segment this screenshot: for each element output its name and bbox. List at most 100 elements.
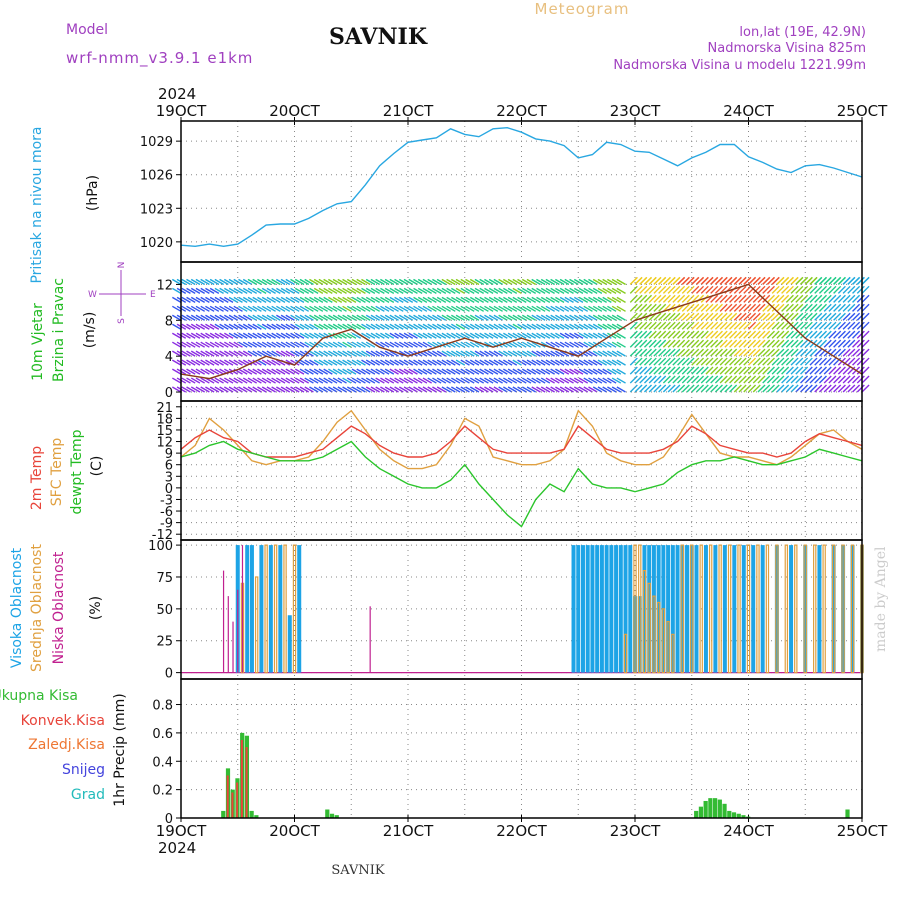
wind-barb bbox=[597, 359, 607, 366]
wind-barb bbox=[583, 314, 593, 321]
wind-barb bbox=[413, 278, 423, 286]
wind-barb bbox=[762, 384, 771, 393]
wind-barb bbox=[719, 276, 728, 285]
wind-barb bbox=[795, 384, 804, 393]
wind-barb bbox=[233, 350, 243, 357]
wind-barb bbox=[639, 384, 648, 393]
wind-barb bbox=[493, 386, 503, 393]
total-precip-bar bbox=[249, 810, 254, 818]
wind-barb bbox=[795, 285, 804, 294]
wind-barb bbox=[648, 330, 657, 339]
wind-barb bbox=[852, 294, 861, 303]
wind-barb bbox=[299, 368, 310, 375]
wind-barb bbox=[837, 321, 846, 330]
wind-barb bbox=[861, 357, 870, 366]
wind-barb bbox=[238, 386, 248, 393]
wind-barb bbox=[861, 384, 870, 393]
wind-barb bbox=[847, 303, 856, 312]
wind-barb bbox=[413, 377, 423, 384]
wind-barb bbox=[531, 314, 541, 321]
wind-barb bbox=[474, 296, 485, 303]
wind-barb bbox=[564, 296, 574, 303]
wind-barb bbox=[710, 276, 719, 285]
wind-barb bbox=[653, 294, 662, 303]
wind-barb bbox=[422, 287, 432, 294]
wind-barb bbox=[667, 375, 676, 384]
wind-barb bbox=[695, 366, 705, 375]
wind-barb bbox=[776, 285, 785, 294]
precip-legend-total: Ukupna Kisa bbox=[0, 688, 78, 704]
wind-barb bbox=[427, 278, 437, 286]
y-tick-label: 12 bbox=[156, 436, 173, 451]
wind-barb bbox=[242, 278, 253, 286]
wind-barb bbox=[488, 359, 499, 366]
wind-barb bbox=[361, 296, 371, 303]
wind-barb bbox=[611, 314, 622, 321]
wind-barb bbox=[771, 276, 780, 285]
mid-cloud-bar bbox=[642, 570, 647, 674]
high-cloud-bar bbox=[841, 545, 846, 673]
y-tick-label: 0 bbox=[165, 812, 173, 827]
cloud-ylabel-2: Srednja Oblacnost bbox=[29, 544, 45, 672]
wind-barb bbox=[714, 330, 723, 339]
wind-barb bbox=[653, 276, 662, 285]
wind-barb bbox=[545, 377, 555, 384]
wind-barb bbox=[611, 323, 622, 330]
wind-barb bbox=[446, 368, 456, 375]
wind-barb bbox=[299, 278, 310, 286]
wind-barb bbox=[337, 368, 347, 375]
wind-barb bbox=[611, 368, 622, 375]
wind-barb bbox=[224, 350, 234, 357]
wind-barb bbox=[752, 348, 761, 357]
wind-barb bbox=[323, 314, 333, 321]
wind-barb bbox=[837, 348, 846, 357]
wind-barb bbox=[828, 357, 837, 366]
wind-barb bbox=[710, 339, 719, 348]
wind-barb bbox=[436, 341, 447, 348]
wind-barb bbox=[257, 359, 267, 366]
wind-barb bbox=[337, 305, 347, 312]
wind-barb bbox=[337, 341, 347, 348]
altitude-label: Nadmorska Visina 825m bbox=[708, 41, 867, 56]
wind-barb bbox=[814, 375, 823, 384]
wind-barb bbox=[681, 303, 690, 312]
wind-barb bbox=[818, 384, 828, 393]
high-cloud-bar bbox=[774, 545, 779, 673]
wind-barb bbox=[427, 314, 437, 321]
wind-barb bbox=[653, 339, 662, 348]
wind-barb bbox=[380, 296, 390, 303]
wind-barb bbox=[370, 323, 380, 330]
wind-barb bbox=[408, 314, 418, 321]
wind-barb bbox=[705, 321, 714, 330]
wind-barb bbox=[346, 305, 357, 312]
wind-barb bbox=[733, 375, 742, 384]
wind-barb bbox=[247, 386, 258, 393]
wind-barb bbox=[677, 321, 686, 330]
coords-label: lon,lat (19E, 42.9N) bbox=[739, 25, 866, 40]
wind-barb bbox=[790, 348, 799, 357]
wind-barb bbox=[719, 312, 728, 321]
wind-barb bbox=[323, 368, 333, 375]
wind-barb bbox=[214, 359, 224, 366]
wind-barb bbox=[375, 332, 385, 339]
wind-barb bbox=[545, 305, 555, 312]
wind-barb bbox=[719, 357, 728, 366]
wind-barb bbox=[781, 303, 790, 312]
wind-barb bbox=[309, 386, 319, 393]
wind-barb bbox=[592, 287, 603, 294]
wind-barb bbox=[290, 296, 300, 303]
wind-barb bbox=[455, 386, 466, 393]
high-cloud-bar bbox=[268, 545, 273, 673]
wind-barb bbox=[677, 330, 686, 339]
wind-barb bbox=[190, 323, 201, 330]
high-cloud-bar bbox=[249, 545, 254, 673]
high-cloud-bar bbox=[614, 545, 619, 673]
wind-barb bbox=[247, 305, 258, 312]
wind-barb bbox=[380, 278, 390, 286]
wind-barb bbox=[743, 357, 752, 366]
wind-barb bbox=[662, 384, 671, 393]
high-cloud-bar bbox=[647, 545, 652, 673]
wind-barb bbox=[540, 305, 551, 312]
